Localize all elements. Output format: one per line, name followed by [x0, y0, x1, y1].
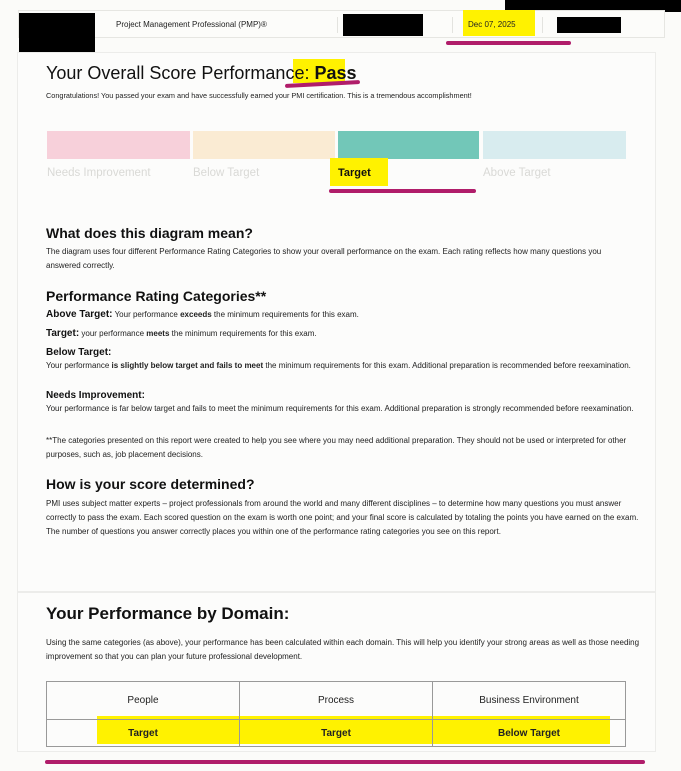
domain-table: People Process Business Environment Targ…	[46, 681, 626, 747]
domain-process: Process	[239, 681, 433, 720]
domain-people: People	[46, 681, 240, 720]
bar-above-target	[483, 131, 626, 159]
cat-below-name: Below Target:	[46, 347, 112, 358]
bar-needs-improvement	[47, 131, 190, 159]
overall-title-text: Your Overall Score Performance:	[46, 63, 310, 83]
cat-target-name: Target:	[46, 328, 80, 339]
score-heading: How is your score determined?	[46, 476, 255, 492]
cat-needs: Your performance is far below target and…	[46, 404, 634, 413]
categories-footnote: **The categories presented on this repor…	[46, 436, 627, 459]
label-needs-improvement: Needs Improvement	[47, 167, 151, 179]
cat-needs-name: Needs Improvement:	[46, 390, 145, 401]
redaction-id	[343, 14, 423, 36]
diagram-heading: What does this diagram mean?	[46, 225, 253, 241]
target-underline	[329, 189, 476, 193]
label-above-target: Above Target	[483, 167, 551, 179]
categories-heading: Performance Rating Categories**	[46, 288, 267, 304]
score-text: PMI uses subject matter experts – projec…	[46, 499, 639, 536]
domain-heading: Your Performance by Domain:	[46, 604, 290, 623]
domain-text: Using the same categories (as above), yo…	[46, 638, 640, 661]
date-highlight	[463, 10, 535, 36]
bar-below-target	[193, 131, 335, 159]
overall-title: Your Overall Score Performance: Pass	[46, 63, 357, 84]
cat-target: Target: your performance meets the minim…	[46, 328, 317, 339]
cat-below: Your performance is slightly below targe…	[46, 361, 631, 370]
cat-above-name: Above Target:	[46, 309, 113, 320]
cat-above: Above Target: Your performance exceeds t…	[46, 309, 359, 320]
redaction-other	[557, 17, 621, 33]
rating-people: Target	[46, 719, 240, 747]
overall-result: Pass	[314, 63, 357, 83]
bar-target	[338, 131, 479, 159]
exam-header: Project Management Professional (PMP)® D…	[18, 10, 665, 52]
date-underline	[446, 41, 571, 45]
pass-highlight	[293, 59, 345, 83]
domain-business-environment: Business Environment	[432, 681, 626, 720]
redaction-name	[19, 13, 95, 52]
label-target: Target	[338, 167, 371, 179]
redaction-top-right	[505, 0, 681, 12]
rating-process: Target	[239, 719, 433, 747]
exam-name: Project Management Professional (PMP)®	[116, 20, 267, 29]
rating-business-environment: Below Target	[432, 719, 626, 747]
bottom-underline	[45, 760, 645, 764]
target-highlight	[330, 158, 388, 186]
congrats-message: Congratulations! You passed your exam an…	[46, 91, 472, 100]
exam-date: Dec 07, 2025	[468, 20, 516, 29]
label-below-target: Below Target	[193, 167, 260, 179]
diagram-text: The diagram uses four different Performa…	[46, 247, 602, 270]
